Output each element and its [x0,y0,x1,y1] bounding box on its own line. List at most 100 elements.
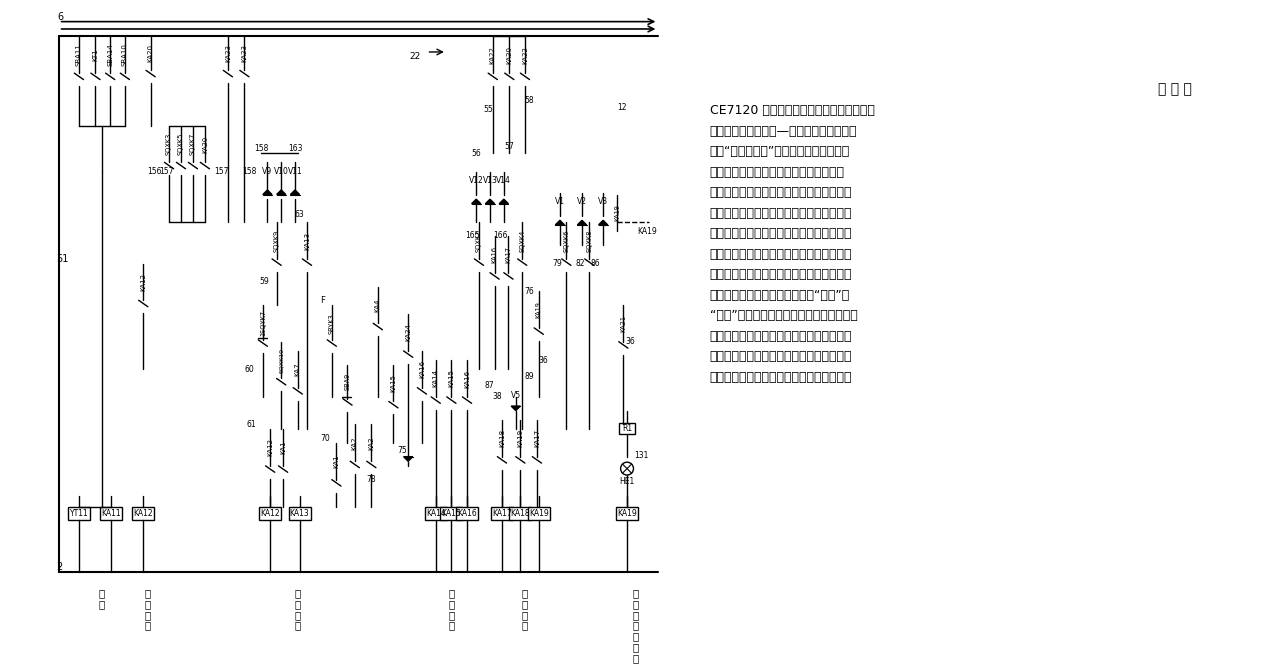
Text: 57: 57 [505,142,514,151]
Polygon shape [486,199,495,204]
Text: V11: V11 [288,167,303,176]
Text: KA19: KA19 [535,301,542,318]
Text: 6: 6 [58,12,64,22]
Text: KA19: KA19 [617,509,636,518]
Text: KA16: KA16 [492,246,497,263]
Text: KA1: KA1 [280,441,286,454]
Text: 158: 158 [254,144,268,153]
Text: V5: V5 [511,391,521,399]
Text: KA23: KA23 [242,44,248,62]
Text: KA13: KA13 [290,509,309,518]
Text: 79: 79 [552,259,562,268]
Bar [100,507,123,520]
Text: 55: 55 [483,106,493,114]
Bar [528,507,550,520]
Text: KA16: KA16 [458,509,477,518]
Text: KA19: KA19 [529,509,548,518]
Text: SBA11: SBA11 [75,43,82,66]
Text: KA19: KA19 [613,205,620,221]
Polygon shape [404,457,413,461]
Text: 158: 158 [242,167,256,176]
Text: 51: 51 [56,254,68,264]
Text: 75: 75 [397,446,406,455]
Polygon shape [578,220,587,225]
Text: 76: 76 [525,286,534,296]
Text: KA17: KA17 [534,429,539,448]
Text: KA17: KA17 [505,246,511,263]
Text: V3: V3 [598,197,608,207]
Text: SQXK8: SQXK8 [587,229,592,252]
Text: 131: 131 [635,451,649,460]
Text: KA19: KA19 [518,429,524,448]
Text: V12: V12 [469,176,483,185]
Text: KA16: KA16 [419,360,426,379]
Text: 38: 38 [492,392,502,401]
Text: SQXK10: SQXK10 [279,348,284,373]
Text: KA22: KA22 [521,45,528,64]
Text: 第
一
次
行
程
指
示: 第 一 次 行 程 指 示 [633,588,639,663]
Text: SQXK4: SQXK4 [519,229,525,252]
Text: SQXK7: SQXK7 [190,132,196,155]
Polygon shape [472,199,481,204]
Bar [441,507,463,520]
Text: KA16: KA16 [464,369,470,387]
Text: KA22: KA22 [489,45,496,64]
Text: KA14: KA14 [426,509,446,518]
Text: R1: R1 [622,423,633,433]
Text: 36: 36 [538,356,548,365]
Text: KA15: KA15 [449,369,455,387]
Polygon shape [263,190,272,195]
Text: SBA9: SBA9 [345,373,350,390]
Text: KA11: KA11 [101,509,121,518]
Text: 87: 87 [484,381,493,390]
Text: V13: V13 [483,176,497,185]
Text: KA15: KA15 [441,509,461,518]
Text: F: F [321,296,325,305]
Text: KA12: KA12 [133,509,153,518]
Text: KT1: KT1 [92,48,98,61]
Text: SQXK3: SQXK3 [166,133,173,155]
Text: 86: 86 [590,259,601,268]
Text: SQXK9: SQXK9 [273,229,280,252]
Text: 63: 63 [295,210,304,219]
Text: 61: 61 [247,420,257,429]
Text: KA21: KA21 [620,315,626,332]
Text: KA2: KA2 [368,436,374,450]
Text: KA15: KA15 [391,374,396,392]
Text: 82: 82 [575,259,585,268]
Text: KA13: KA13 [304,231,311,250]
Text: SBYK3: SBYK3 [328,313,335,334]
Text: 70: 70 [321,434,330,443]
Text: 89: 89 [525,372,534,381]
Text: CE7120 型半自动仿形车床的电路，该车床
的程序控制采用继电—接触系统，程序的选
择在“程序预选板”上预选。程序的转换由
安装在转鼓上的行程挡铁磁压相应的行: CE7120 型半自动仿形车床的电路，该车床 的程序控制采用继电—接触系统，程序… [709,104,874,384]
Text: 166: 166 [493,231,507,240]
Text: KA23: KA23 [225,44,231,62]
Bar [132,507,155,520]
Text: 56: 56 [472,149,481,158]
Text: 78: 78 [367,475,376,484]
Polygon shape [511,406,520,411]
Bar [510,507,532,520]
Polygon shape [290,190,299,195]
Text: 进
给
减
慢: 进 给 减 慢 [521,588,528,631]
Text: KA20: KA20 [506,45,512,64]
Text: KA24: KA24 [405,324,412,341]
Text: 58: 58 [525,96,534,105]
Text: 163: 163 [288,144,303,153]
Text: V9: V9 [262,167,272,176]
Bar [491,507,512,520]
Text: 2: 2 [56,562,63,572]
Text: 165: 165 [465,231,479,240]
Text: 快
退: 快 退 [98,588,105,609]
Text: KA18: KA18 [510,509,530,518]
Bar [456,507,478,520]
Text: 所 示 为: 所 示 为 [1158,82,1192,96]
Text: KA12: KA12 [141,273,146,291]
Text: 60: 60 [244,365,254,374]
Polygon shape [500,199,509,204]
Bar [619,423,635,434]
Polygon shape [556,220,565,225]
Text: KA20: KA20 [202,135,208,153]
Text: V10: V10 [273,167,289,176]
Text: SQXK5: SQXK5 [178,132,184,155]
